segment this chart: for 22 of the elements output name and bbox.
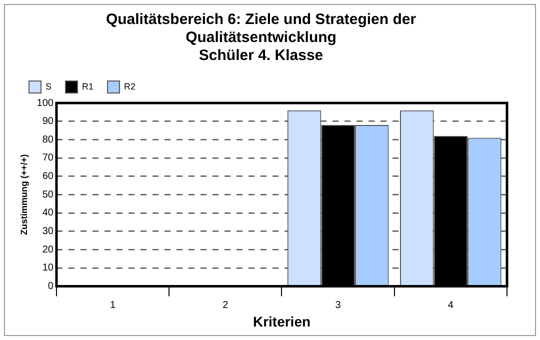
chart-title: Qualitätsbereich 6: Ziele und Strategien der Qualitätsentwicklung: [106, 11, 416, 46]
y-tick-label: 0: [48, 280, 54, 292]
y-axis-title: Zustimmung (++/+): [18, 154, 29, 235]
y-tick-label: 70: [42, 152, 54, 164]
chart-subtitle: Schüler 4. Klasse: [198, 47, 324, 64]
x-axis-title: Kriterien: [252, 313, 311, 330]
y-tick-label: 80: [42, 134, 54, 146]
x-tick-label: 4: [448, 300, 454, 311]
legend-label: S: [46, 81, 52, 92]
y-tick-label: 60: [42, 171, 54, 182]
x-tick-label: 2: [222, 300, 229, 311]
y-tick-label: 10: [42, 262, 54, 274]
legend-label: R2: [124, 81, 136, 92]
y-tick-label: 90: [42, 116, 54, 128]
y-tick-label: 50: [42, 189, 54, 200]
y-tick-label: 30: [42, 226, 54, 237]
x-tick-label: 1: [110, 300, 116, 311]
legend-label: R1: [82, 81, 94, 92]
y-tick-label: 40: [42, 208, 54, 219]
y-tick-label: 20: [42, 244, 54, 256]
y-tick-label: 100: [36, 98, 54, 109]
x-tick-label: 3: [335, 300, 342, 311]
